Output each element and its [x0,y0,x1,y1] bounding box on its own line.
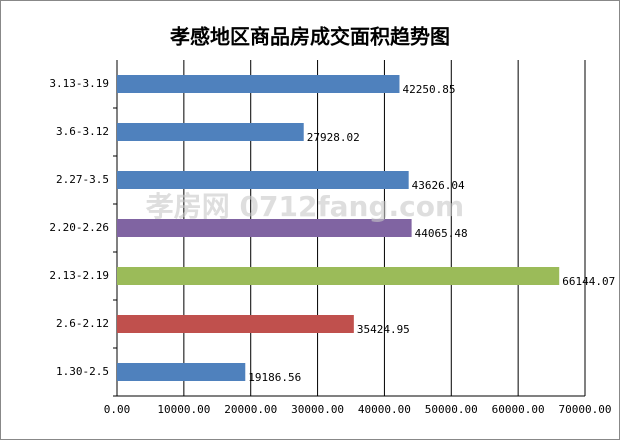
chart-title: 孝感地区商品房成交面积趋势图 [169,25,450,49]
value-label: 19186.56 [248,371,301,384]
bar [117,267,560,285]
bar [117,315,354,333]
y-tick-label: 1.30-2.5 [56,365,109,378]
y-tick-label: 3.6-3.12 [56,125,109,138]
y-tick-label: 2.13-2.19 [49,269,109,282]
value-label: 43626.04 [412,179,465,192]
value-label: 42250.85 [402,83,455,96]
x-tick-label: 50000.00 [425,403,478,416]
x-tick-label: 30000.00 [291,403,344,416]
bar [117,219,412,237]
bar [117,363,246,381]
bar [117,123,304,141]
x-tick-label: 60000.00 [492,403,545,416]
y-tick-label: 2.20-2.26 [49,221,109,234]
x-tick-label: 40000.00 [358,403,411,416]
bar [117,171,409,189]
x-tick-label: 0.00 [104,403,131,416]
value-label: 27928.02 [307,131,360,144]
x-tick-label: 20000.00 [224,403,277,416]
bar [117,75,400,93]
value-label: 66144.07 [562,275,615,288]
y-tick-label: 2.27-3.5 [56,173,109,186]
x-tick-label: 10000.00 [157,403,210,416]
value-label: 35424.95 [357,323,410,336]
x-tick-label: 70000.00 [559,403,612,416]
y-tick-label: 3.13-3.19 [49,77,109,90]
watermark: 孝房网 0712fang.com [146,190,464,223]
y-tick-label: 2.6-2.12 [56,317,109,330]
value-label: 44065.48 [415,227,468,240]
